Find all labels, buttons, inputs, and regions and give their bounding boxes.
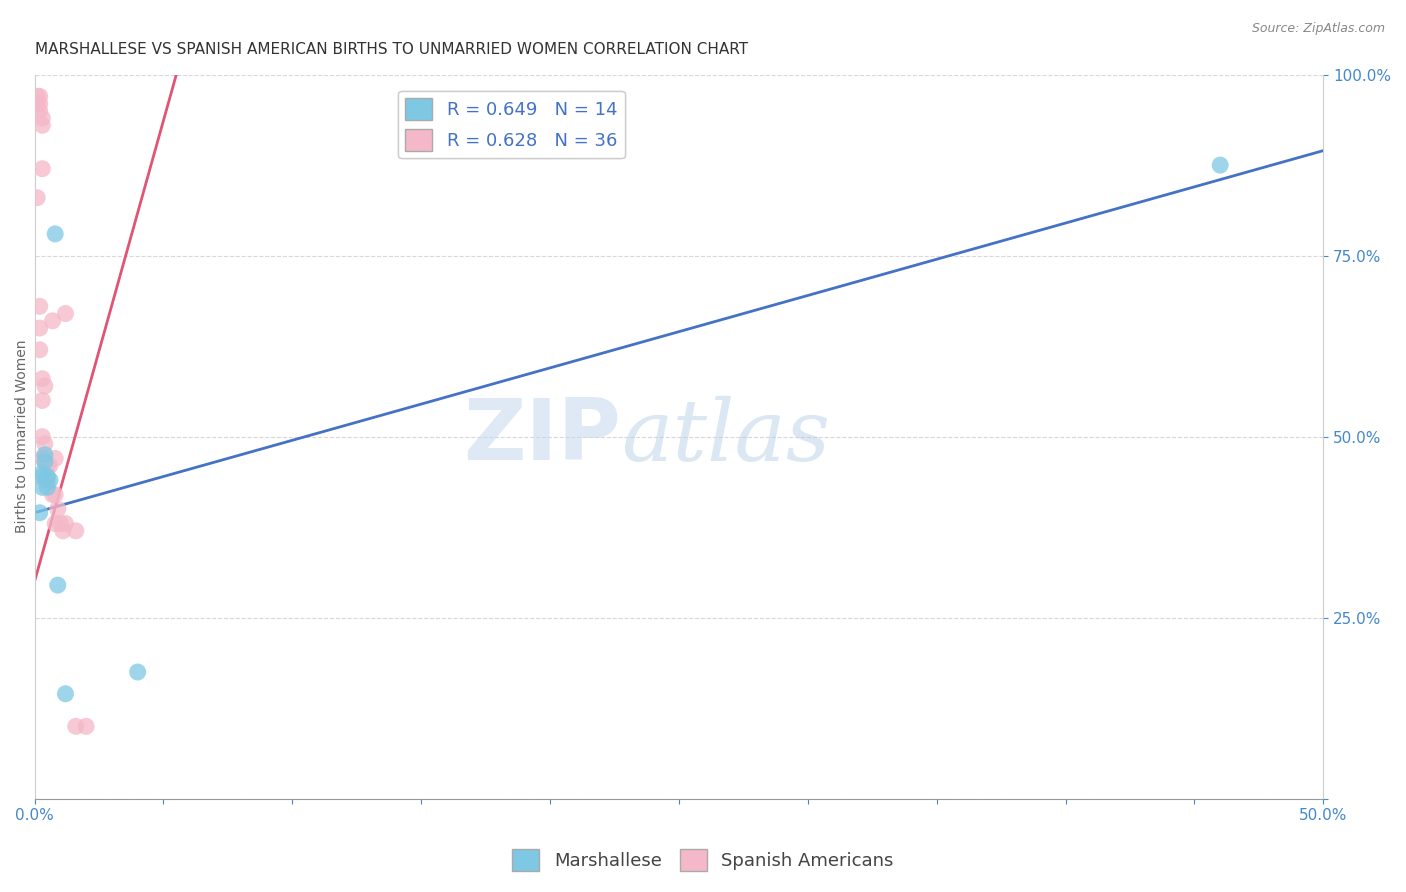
Point bbox=[37, 469, 59, 483]
Point bbox=[44, 227, 66, 241]
Point bbox=[39, 458, 62, 473]
Point bbox=[31, 469, 53, 483]
Text: MARSHALLESE VS SPANISH AMERICAN BIRTHS TO UNMARRIED WOMEN CORRELATION CHART: MARSHALLESE VS SPANISH AMERICAN BIRTHS T… bbox=[35, 42, 748, 57]
Point bbox=[37, 480, 59, 494]
Point bbox=[25, 89, 48, 103]
Point bbox=[44, 451, 66, 466]
Point bbox=[28, 299, 51, 313]
Point bbox=[25, 96, 48, 111]
Point bbox=[52, 524, 75, 538]
Point bbox=[34, 437, 56, 451]
Point bbox=[39, 473, 62, 487]
Point bbox=[34, 451, 56, 466]
Point bbox=[28, 506, 51, 520]
Point bbox=[25, 191, 48, 205]
Point bbox=[55, 687, 77, 701]
Point bbox=[65, 719, 87, 733]
Point bbox=[31, 393, 53, 408]
Point bbox=[44, 516, 66, 531]
Point bbox=[34, 455, 56, 469]
Point bbox=[34, 379, 56, 393]
Point bbox=[46, 578, 69, 592]
Point bbox=[65, 524, 87, 538]
Legend: Marshallese, Spanish Americans: Marshallese, Spanish Americans bbox=[505, 842, 901, 879]
Point bbox=[28, 321, 51, 335]
Point bbox=[41, 314, 63, 328]
Point bbox=[34, 473, 56, 487]
Point bbox=[75, 719, 97, 733]
Point bbox=[31, 161, 53, 176]
Text: Source: ZipAtlas.com: Source: ZipAtlas.com bbox=[1251, 22, 1385, 36]
Point bbox=[31, 430, 53, 444]
Point bbox=[31, 372, 53, 386]
Point bbox=[31, 466, 53, 480]
Point bbox=[55, 307, 77, 321]
Point bbox=[31, 118, 53, 132]
Point bbox=[37, 473, 59, 487]
Point bbox=[55, 516, 77, 531]
Point bbox=[31, 451, 53, 466]
Point bbox=[44, 487, 66, 501]
Point bbox=[31, 111, 53, 125]
Point bbox=[37, 458, 59, 473]
Point bbox=[127, 665, 149, 679]
Point bbox=[28, 343, 51, 357]
Point bbox=[1209, 158, 1232, 172]
Point bbox=[28, 89, 51, 103]
Y-axis label: Births to Unmarried Women: Births to Unmarried Women bbox=[15, 340, 30, 533]
Point bbox=[28, 96, 51, 111]
Point bbox=[34, 448, 56, 462]
Legend: R = 0.649   N = 14, R = 0.628   N = 36: R = 0.649 N = 14, R = 0.628 N = 36 bbox=[398, 91, 624, 159]
Point bbox=[46, 502, 69, 516]
Point bbox=[49, 516, 72, 531]
Text: atlas: atlas bbox=[621, 395, 830, 478]
Point bbox=[31, 480, 53, 494]
Point bbox=[41, 487, 63, 501]
Point bbox=[28, 103, 51, 118]
Text: ZIP: ZIP bbox=[463, 395, 621, 478]
